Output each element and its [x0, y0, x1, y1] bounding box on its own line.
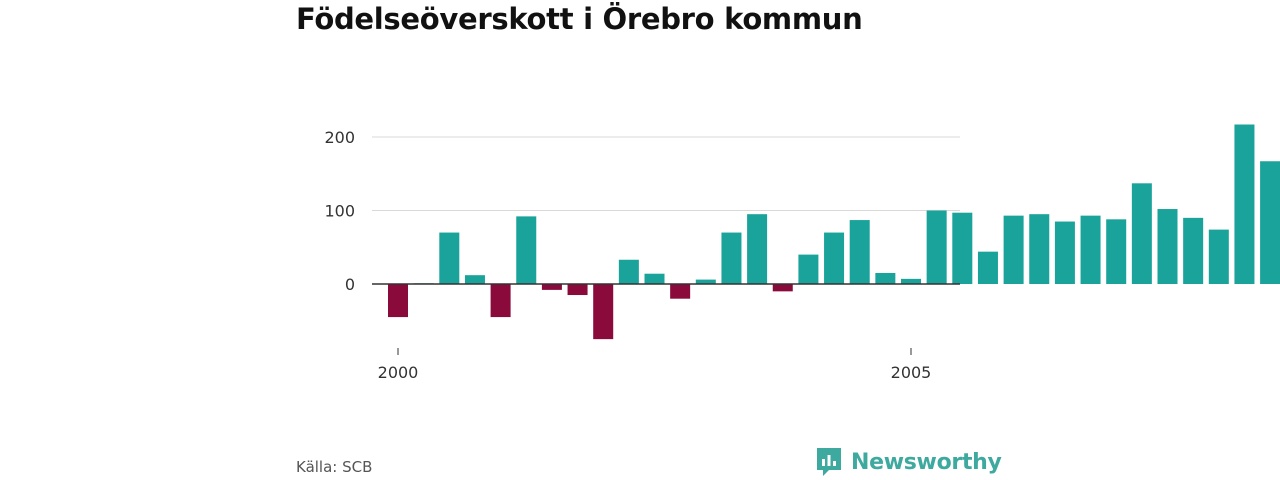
- y-tick-label: 200: [324, 128, 355, 147]
- bar: [901, 278, 922, 284]
- bar: [772, 284, 793, 292]
- bar: [439, 232, 460, 284]
- bar: [516, 216, 537, 284]
- chart-title: Födelseöverskott i Örebro kommun: [296, 2, 863, 36]
- bar: [593, 284, 614, 340]
- x-tick-label: 2005: [891, 363, 932, 382]
- bar: [670, 284, 691, 299]
- y-axis-labels: 0 100 200: [324, 128, 355, 294]
- brand-logo: Newsworthy: [815, 446, 1002, 478]
- bar: [464, 275, 485, 284]
- bar: [926, 210, 947, 284]
- bar: [490, 284, 511, 318]
- bar: [1208, 229, 1229, 284]
- bar: [1029, 214, 1050, 285]
- bar: [798, 254, 819, 284]
- bar: [541, 284, 562, 290]
- bar: [977, 251, 998, 284]
- bar: [1106, 219, 1127, 284]
- bar: [1131, 183, 1152, 284]
- bar: [824, 232, 845, 284]
- bar: [388, 284, 409, 318]
- bar: [721, 232, 742, 284]
- newsworthy-logo-icon: [817, 448, 841, 476]
- bar: [1054, 221, 1075, 285]
- x-tick-label: 2000: [378, 363, 419, 382]
- bar: [849, 220, 870, 285]
- x-axis-ticks: 200020052010201520202025: [378, 348, 932, 382]
- bar: [1080, 215, 1101, 284]
- brand-name: Newsworthy: [851, 449, 1002, 475]
- bar: [1234, 124, 1255, 284]
- source-note: Källa: SCB: [296, 458, 373, 476]
- y-tick-label: 100: [324, 202, 355, 221]
- bar: [1003, 215, 1024, 284]
- bar: [644, 273, 665, 284]
- bar: [875, 272, 896, 285]
- bar: [1260, 161, 1280, 284]
- gridlines: [372, 136, 960, 211]
- bar: [695, 279, 716, 284]
- y-tick-label: 0: [345, 275, 355, 294]
- bar: [1157, 209, 1178, 284]
- bars: [388, 124, 1280, 340]
- bar: [1183, 217, 1204, 284]
- bar: [567, 284, 588, 296]
- bar: [747, 214, 768, 285]
- bar: [618, 259, 639, 284]
- bar: [952, 212, 973, 284]
